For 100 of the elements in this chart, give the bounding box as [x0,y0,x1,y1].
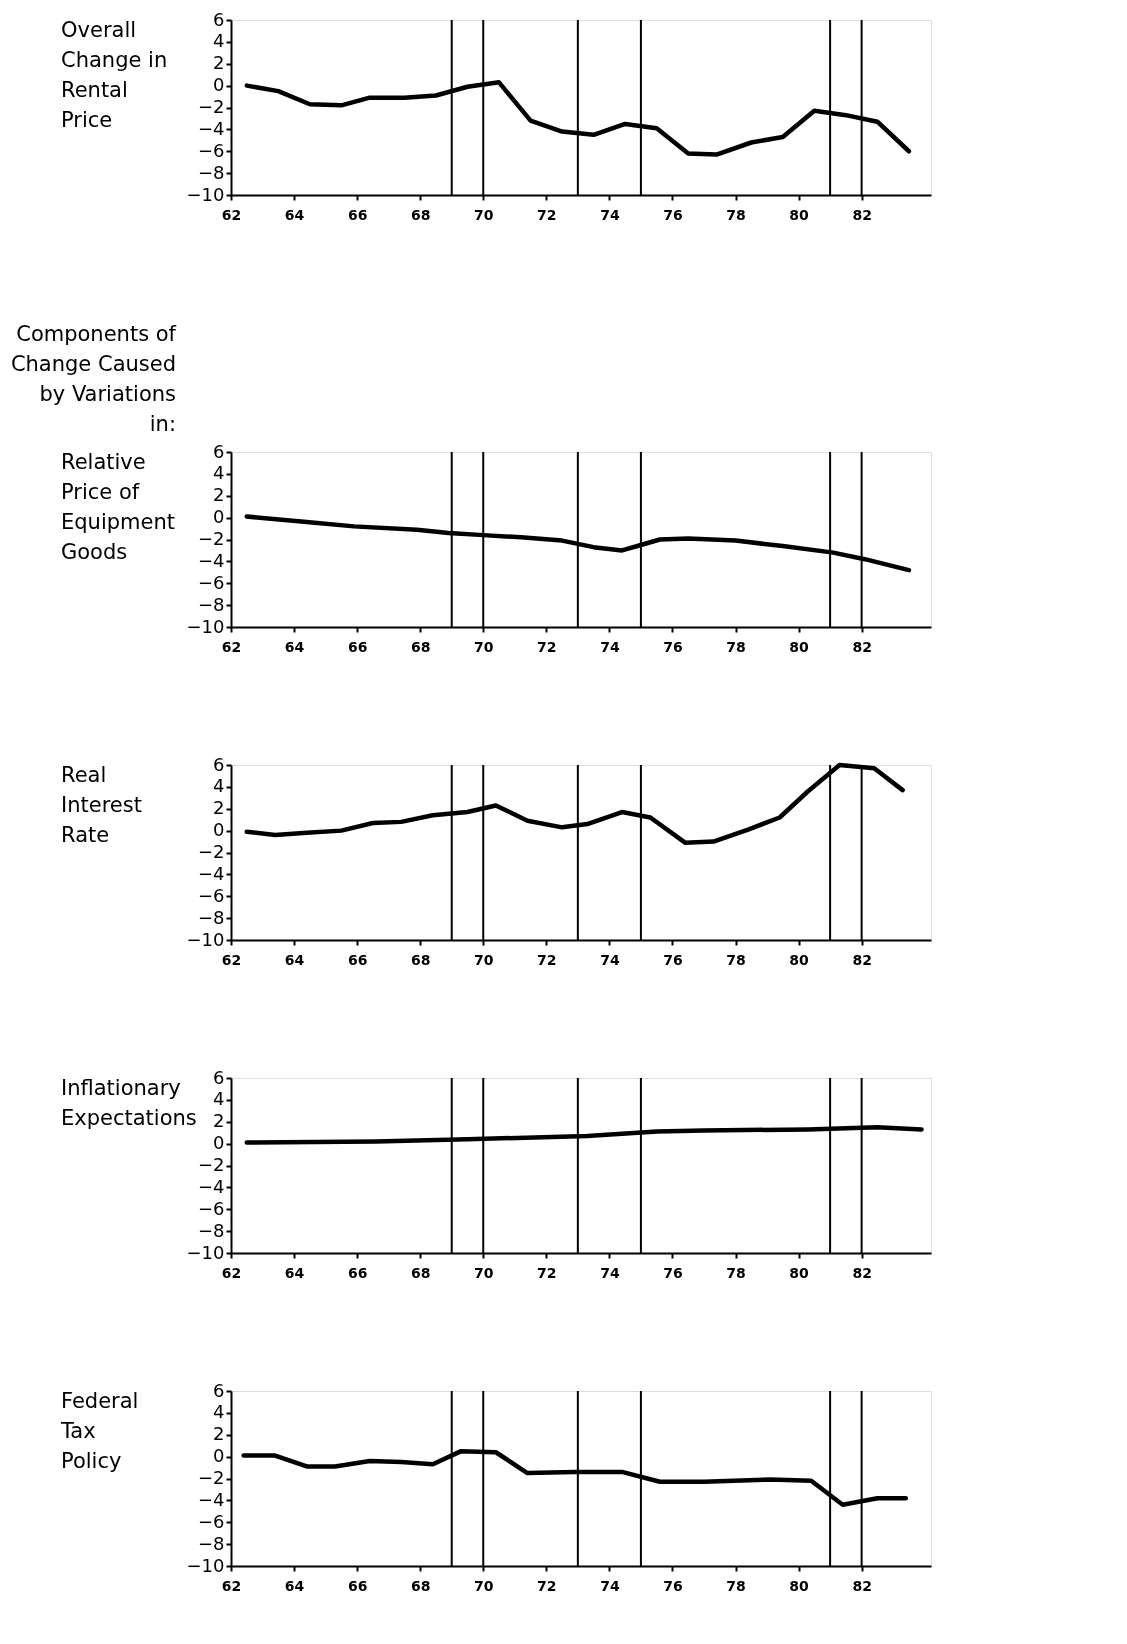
text: Relative Price of Equipment Goods [61,450,175,564]
x-tick-label: 68 [410,1264,431,1281]
x-tick-label: 68 [410,951,431,968]
y-tick-label: −10 [186,183,225,205]
y-tick-label: −2 [197,1154,225,1175]
y-tick-label: 2 [213,52,225,74]
y-tick-label: 4 [213,1401,225,1423]
x-tick-label: 70 [474,1264,494,1281]
x-tick-label: 62 [221,1264,242,1281]
x-tick-label: 74 [600,1264,620,1281]
x-tick-label: 82 [852,1264,872,1281]
x-tick-label: 76 [663,951,683,968]
y-tick-label: 6 [213,8,225,30]
x-tick-label: 82 [852,206,872,223]
y-tick-label: 0 [213,506,225,528]
x-tick-label: 68 [410,638,431,655]
y-tick-label: −4 [197,1488,225,1510]
x-tick-label: 72 [537,638,557,655]
x-tick-label: 80 [789,1264,810,1281]
x-tick-label: 62 [221,951,242,968]
x-tick-label: 62 [221,1577,242,1594]
y-tick-label: −4 [197,549,225,571]
y-tick-label: −8 [197,1532,225,1554]
y-tick-label: 2 [213,1110,225,1132]
y-tick-label: 6 [213,440,225,462]
y-tick-label: −2 [197,528,225,549]
y-tick-label: −4 [197,1175,225,1197]
x-tick-label: 76 [663,1577,683,1594]
y-tick-label: −6 [197,884,225,906]
x-tick-label: 74 [600,206,620,223]
y-tick-label: 0 [213,1445,225,1467]
x-tick-label: 66 [347,206,368,223]
y-tick-label: −2 [197,841,225,862]
x-tick-label: 74 [600,638,620,655]
y-tick-label: 0 [213,819,225,841]
x-tick-label: 70 [474,951,494,968]
x-tick-label: 72 [537,1264,557,1281]
y-tick-label: −8 [197,593,225,615]
x-tick-label: 70 [474,206,494,223]
x-tick-label: 64 [284,951,305,968]
x-tick-label: 64 [284,206,305,223]
x-tick-label: 80 [789,638,810,655]
y-tick-label: 2 [213,797,225,819]
x-tick-label: 74 [600,951,620,968]
y-tick-label: 2 [213,1423,225,1445]
y-tick-label: −6 [197,1510,225,1532]
x-tick-label: 80 [789,206,810,223]
y-tick-label: −2 [197,96,225,117]
text: Inflationary Expectations [61,1076,197,1130]
y-tick-label: −6 [197,1197,225,1219]
x-tick-label: 78 [726,1264,746,1281]
y-tick-label: 4 [213,775,225,797]
x-tick-label: 78 [726,951,746,968]
y-tick-label: 2 [213,484,225,506]
x-tick-label: 66 [347,951,368,968]
y-tick-label: −6 [197,139,225,161]
x-tick-label: 70 [474,638,494,655]
y-tick-label: 0 [213,74,225,96]
x-tick-label: 64 [284,1264,305,1281]
x-tick-label: 78 [726,206,746,223]
y-tick-label: −2 [197,1467,225,1488]
x-tick-label: 72 [537,206,557,223]
x-tick-label: 62 [221,206,242,223]
y-tick-label: 4 [213,30,225,52]
text: Real Interest Rate [61,763,142,847]
x-tick-label: 78 [726,1577,746,1594]
y-tick-label: 6 [213,1379,225,1401]
x-tick-label: 76 [663,1264,683,1281]
x-tick-label: 76 [663,638,683,655]
x-tick-label: 72 [537,1577,557,1594]
y-tick-label: 6 [213,753,225,775]
x-tick-label: 80 [789,1577,810,1594]
y-tick-label: 4 [213,1088,225,1110]
x-tick-label: 82 [852,951,872,968]
y-tick-label: −4 [197,117,225,139]
x-tick-label: 76 [663,206,683,223]
y-tick-label: −10 [186,615,225,637]
x-tick-label: 66 [347,1577,368,1594]
x-tick-label: 72 [537,951,557,968]
y-tick-label: 4 [213,462,225,484]
y-tick-label: −4 [197,862,225,884]
x-tick-label: 82 [852,1577,872,1594]
x-tick-label: 64 [284,638,305,655]
y-tick-label: −8 [197,906,225,928]
x-tick-label: 68 [410,1577,431,1594]
y-tick-label: −10 [186,1241,225,1263]
y-tick-label: 0 [213,1132,225,1154]
y-tick-label: 6 [213,1066,225,1088]
text: Federal Tax Policy [60,1389,139,1473]
x-tick-label: 78 [726,638,746,655]
text: Overall Change in Rental Price [61,18,168,132]
x-tick-label: 64 [284,1577,305,1594]
x-tick-label: 68 [410,206,431,223]
x-tick-label: 66 [347,1264,368,1281]
y-tick-label: −8 [197,1219,225,1241]
x-tick-label: 62 [221,638,242,655]
y-tick-label: −10 [186,928,225,950]
x-tick-label: 70 [474,1577,494,1594]
x-tick-label: 66 [347,638,368,655]
y-tick-label: −10 [186,1554,225,1576]
